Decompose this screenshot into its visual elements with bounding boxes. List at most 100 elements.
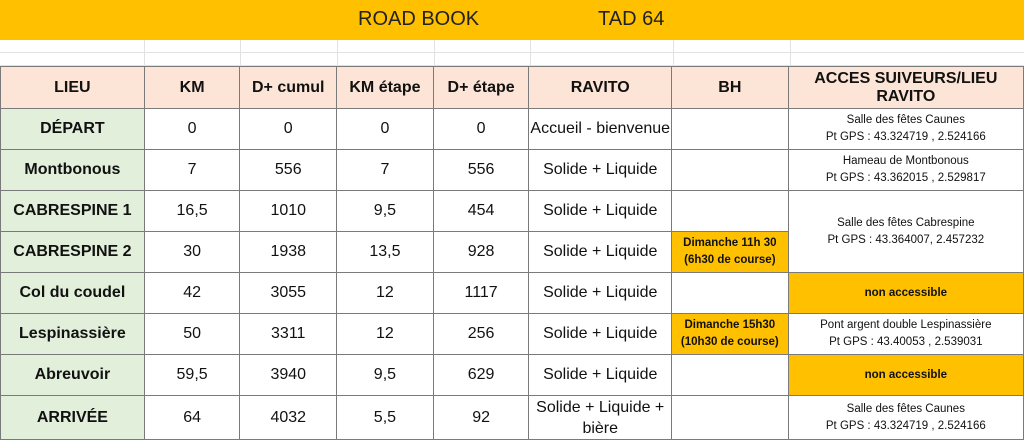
cell-lieu[interactable]: ARRIVÉE bbox=[0, 395, 145, 440]
header-d-cumul[interactable]: D+ cumul bbox=[239, 66, 338, 109]
cell-bh[interactable] bbox=[671, 108, 789, 150]
title-event: TAD 64 bbox=[598, 8, 665, 30]
cell-line: Pt GPS : 43.40053 , 2.539031 bbox=[829, 336, 983, 348]
cell-bh[interactable] bbox=[671, 272, 789, 314]
cell-acces[interactable]: non accessible bbox=[787, 272, 1024, 314]
cell-ravito[interactable]: Solide + Liquide bbox=[528, 149, 673, 191]
cell-dcumul[interactable]: 3055 bbox=[239, 272, 338, 314]
cell-km[interactable]: 59,5 bbox=[143, 354, 241, 396]
cell-km[interactable]: 0 bbox=[143, 108, 241, 150]
cell-lieu[interactable]: Lespinassière bbox=[0, 313, 145, 355]
gridline bbox=[337, 40, 338, 66]
cell-kmetape[interactable]: 12 bbox=[336, 272, 434, 314]
cell-detape[interactable]: 629 bbox=[432, 354, 530, 396]
cell-line: Pont argent double Lespinassière bbox=[820, 319, 992, 331]
header-acces[interactable]: ACCES SUIVEURS/LIEU RAVITO bbox=[787, 66, 1024, 109]
road-book-table: LIEU KM D+ cumul KM étape D+ étape RAVIT… bbox=[0, 66, 1024, 440]
cell-dcumul[interactable]: 4032 bbox=[239, 395, 338, 440]
cell-bh[interactable] bbox=[671, 149, 789, 191]
cell-acces[interactable]: non accessible bbox=[787, 354, 1024, 396]
gridline bbox=[790, 40, 791, 66]
table-row: DÉPART 0 0 0 0 Accueil - bienvenue Salle des f… bbox=[0, 108, 1024, 150]
cell-detape[interactable]: 928 bbox=[432, 231, 530, 273]
cell-kmetape[interactable]: 13,5 bbox=[336, 231, 434, 273]
cell-detape[interactable]: 0 bbox=[432, 108, 530, 150]
cell-kmetape[interactable]: 9,5 bbox=[336, 354, 434, 396]
cell-kmetape[interactable]: 5,5 bbox=[336, 395, 434, 440]
cell-ravito[interactable]: Solide + Liquide bbox=[528, 272, 673, 314]
cell-line: Solide + Liquide + bbox=[536, 399, 665, 416]
cell-bh[interactable] bbox=[671, 395, 789, 440]
cell-acces[interactable]: Salle des fêtes Caunes Pt GPS : 43.324719… bbox=[787, 395, 1024, 440]
cell-dcumul[interactable]: 556 bbox=[239, 149, 338, 191]
gridline bbox=[434, 40, 435, 66]
cell-line: Salle des fêtes Caunes bbox=[846, 114, 965, 126]
cell-line: (6h30 de course) bbox=[684, 254, 776, 266]
cell-ravito[interactable]: Solide + Liquide bbox=[528, 231, 673, 273]
cell-line: Pt GPS : 43.362015 , 2.529817 bbox=[825, 172, 986, 184]
cell-km[interactable]: 7 bbox=[143, 149, 241, 191]
cell-bh[interactable]: Dimanche 11h 30 (6h30 de course) bbox=[671, 231, 789, 273]
cell-ravito[interactable]: Accueil - bienvenue bbox=[528, 108, 673, 150]
cell-km[interactable]: 50 bbox=[143, 313, 241, 355]
cell-detape[interactable]: 556 bbox=[432, 149, 530, 191]
cell-line: Salle des fêtes Cabrespine bbox=[837, 216, 975, 229]
table-row: CABRESPINE 1 16,5 1010 9,5 454 Solide + Liqui… bbox=[0, 190, 1024, 273]
cell-dcumul[interactable]: 0 bbox=[239, 108, 338, 150]
cell-km[interactable]: 16,5 bbox=[143, 190, 241, 232]
header-d-etape[interactable]: D+ étape bbox=[432, 66, 530, 109]
cell-acces[interactable]: Hameau de Montbonous Pt GPS : 43.362015 ,… bbox=[787, 149, 1024, 191]
cell-line: Hameau de Montbonous bbox=[842, 155, 969, 167]
cell-acces[interactable]: Salle des fêtes Caunes Pt GPS : 43.324719… bbox=[787, 108, 1024, 150]
cell-line: Pt GPS : 43.364007, 2.457232 bbox=[827, 233, 985, 246]
cell-dcumul[interactable]: 3311 bbox=[239, 313, 338, 355]
cell-kmetape[interactable]: 12 bbox=[336, 313, 434, 355]
cell-km[interactable]: 30 bbox=[143, 231, 241, 273]
cell-lieu[interactable]: Montbonous bbox=[0, 149, 145, 191]
cell-ravito[interactable]: Solide + Liquide bbox=[528, 313, 673, 355]
gridline bbox=[144, 40, 145, 66]
cell-dcumul[interactable]: 1938 bbox=[239, 231, 338, 273]
cell-kmetape[interactable]: 7 bbox=[336, 149, 434, 191]
cell-line: Pt GPS : 43.324719 , 2.524166 bbox=[825, 419, 986, 432]
cell-ravito[interactable]: Solide + Liquide + bière bbox=[528, 395, 673, 440]
gridline bbox=[673, 40, 674, 66]
cell-lieu[interactable]: Col du coudel bbox=[0, 272, 145, 314]
cell-kmetape[interactable]: 9,5 bbox=[336, 190, 434, 232]
cell-ravito[interactable]: Solide + Liquide bbox=[528, 190, 673, 232]
title-bar: ROAD BOOK TAD 64 bbox=[0, 0, 1024, 40]
header-ravito[interactable]: RAVITO bbox=[528, 66, 673, 109]
cell-line: Pt GPS : 43.324719 , 2.524166 bbox=[825, 131, 986, 143]
cell-line: bière bbox=[582, 420, 619, 437]
cell-km[interactable]: 64 bbox=[143, 395, 241, 440]
cell-lieu[interactable]: Abreuvoir bbox=[0, 354, 145, 396]
cell-kmetape[interactable]: 0 bbox=[336, 108, 434, 150]
cell-line: (10h30 de course) bbox=[680, 336, 779, 348]
title-road-book: ROAD BOOK bbox=[358, 8, 480, 30]
cell-detape[interactable]: 454 bbox=[432, 190, 530, 232]
header-lieu[interactable]: LIEU bbox=[0, 66, 145, 109]
header-km-etape[interactable]: KM étape bbox=[336, 66, 434, 109]
gridline bbox=[240, 40, 241, 66]
cell-detape[interactable]: 256 bbox=[432, 313, 530, 355]
cell-bh[interactable] bbox=[671, 190, 789, 232]
header-bh[interactable]: BH bbox=[671, 66, 789, 109]
cell-km[interactable]: 42 bbox=[143, 272, 241, 314]
cell-line: Dimanche 15h30 bbox=[684, 319, 776, 331]
empty-row[interactable] bbox=[0, 40, 1024, 53]
cell-acces[interactable]: Pont argent double Lespinassière Pt GPS :… bbox=[787, 313, 1024, 355]
cell-detape[interactable]: 92 bbox=[432, 395, 530, 440]
cell-lieu[interactable]: CABRESPINE 1 bbox=[0, 190, 145, 232]
cell-acces[interactable]: Salle des fêtes Cabrespine Pt GPS : 43.36… bbox=[787, 190, 1024, 273]
cell-detape[interactable]: 1117 bbox=[432, 272, 530, 314]
cell-lieu[interactable]: DÉPART bbox=[0, 108, 145, 150]
cell-dcumul[interactable]: 1010 bbox=[239, 190, 338, 232]
cell-ravito[interactable]: Solide + Liquide bbox=[528, 354, 673, 396]
cell-bh[interactable] bbox=[671, 354, 789, 396]
cell-dcumul[interactable]: 3940 bbox=[239, 354, 338, 396]
cell-lieu[interactable]: CABRESPINE 2 bbox=[0, 231, 145, 273]
empty-row[interactable] bbox=[0, 52, 1024, 66]
header-km[interactable]: KM bbox=[143, 66, 241, 109]
cell-bh[interactable]: Dimanche 15h30 (10h30 de course) bbox=[671, 313, 789, 355]
table-row: Lespinassière 50 3311 12 256 Solide + Liquide… bbox=[0, 313, 1024, 355]
